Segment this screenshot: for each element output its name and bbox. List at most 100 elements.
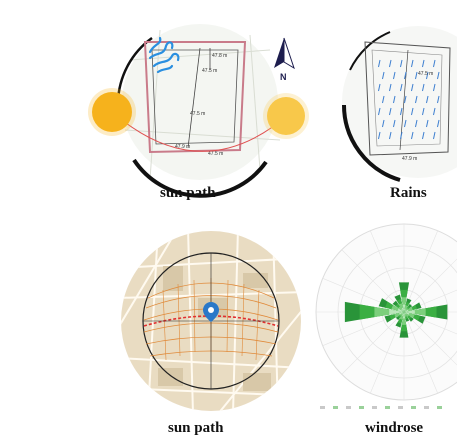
rain-drop	[426, 119, 429, 128]
caption-sun-path-bottom: sun path	[168, 420, 224, 436]
rain-drop	[404, 95, 407, 104]
windrose-petal	[404, 310, 415, 314]
windrose-petal	[404, 309, 407, 312]
location-pin-icon	[203, 302, 219, 322]
rain-drop	[426, 95, 429, 104]
rain-drop	[422, 131, 425, 140]
rain-drop	[433, 131, 436, 140]
plot-boundary	[364, 41, 451, 156]
setback-line	[371, 49, 443, 147]
windrose-petal	[404, 312, 410, 315]
rain-drop	[437, 71, 440, 80]
windrose-spoke	[341, 311, 405, 375]
legend-swatch	[346, 406, 351, 409]
rain-drop	[389, 131, 392, 140]
windrose-spoke	[403, 258, 457, 313]
rain-drop	[415, 119, 418, 128]
windrose-spoke	[403, 230, 438, 313]
windrose-petals	[344, 282, 448, 338]
legend-swatch	[437, 406, 442, 409]
rain-drop	[378, 131, 381, 140]
rain-drop	[415, 71, 418, 80]
rain-drop	[378, 83, 381, 92]
sunrise-sun	[92, 92, 132, 132]
sun-path-map-panel	[118, 228, 304, 414]
rain-drop	[404, 119, 407, 128]
horizon-arc-top	[349, 31, 391, 71]
rain-drop	[400, 107, 403, 116]
north-label: N	[280, 72, 287, 82]
windrose-petal	[397, 308, 404, 312]
rain-drop	[411, 83, 414, 92]
windrose-petal	[404, 309, 409, 312]
rain-drop	[422, 83, 425, 92]
rain-drop	[393, 71, 396, 80]
sun-path-map-diagram	[121, 231, 301, 411]
rain-drop	[393, 95, 396, 104]
sun-path-site-panel: 47.8 m 47.5 m 47.5 m 47.9 m 47.5 m N	[88, 20, 310, 198]
sun-trajectory	[109, 109, 289, 152]
dimension-line	[187, 47, 201, 149]
dimension-label: 47.9 m	[175, 144, 190, 150]
legend-swatch	[398, 406, 403, 409]
horizon-arc	[132, 158, 268, 198]
windrose-spoke	[403, 311, 457, 366]
rain-drop	[426, 71, 429, 80]
rains-panel: 47.5 m 47.9 m	[330, 20, 457, 190]
dimension-label: 47.5 m	[418, 71, 433, 77]
rain-drop	[389, 59, 392, 68]
rain-drop	[382, 119, 385, 128]
rain-drop	[389, 83, 392, 92]
legend-swatch	[372, 406, 377, 409]
rain-drop	[400, 83, 403, 92]
windrose-legend	[320, 406, 442, 409]
rain-drop	[433, 107, 436, 116]
setback-line	[151, 49, 239, 145]
dimension-label: 47.8 m	[212, 53, 227, 59]
caption-windrose: windrose	[365, 420, 424, 436]
windrose-petal	[404, 312, 406, 315]
dimension-label: 47.5 m	[190, 111, 205, 117]
plot-boundary	[143, 41, 247, 154]
legend-swatch	[333, 406, 338, 409]
rain-drop	[411, 107, 414, 116]
windrose-petal	[399, 312, 404, 315]
windrose-petal	[401, 312, 404, 316]
site-map-disc	[342, 26, 457, 178]
windrose-panel	[312, 220, 457, 415]
legend-swatch	[385, 406, 390, 409]
caption-rains: Rains	[390, 185, 427, 201]
rain-drop	[411, 59, 414, 68]
windrose-spoke	[403, 311, 438, 394]
north-arrow-icon: N	[274, 37, 295, 82]
rain-drop	[404, 71, 407, 80]
rain-drop	[422, 59, 425, 68]
windrose-petal	[401, 307, 404, 312]
rain-drop	[382, 71, 385, 80]
rain-drop	[393, 119, 396, 128]
rain-drop	[400, 131, 403, 140]
rain-drop	[382, 95, 385, 104]
rain-drop	[389, 107, 392, 116]
dimension-label: 47.5 m	[208, 151, 223, 157]
windrose-petal	[402, 312, 406, 319]
windrose-petal	[402, 304, 406, 312]
rain-drop	[411, 131, 414, 140]
windrose-petal	[389, 309, 404, 315]
horizon-arc	[341, 104, 401, 182]
rain-drop	[415, 95, 418, 104]
legend-swatch	[411, 406, 416, 409]
rain-drop	[433, 59, 436, 68]
windrose-petal	[401, 312, 407, 325]
rain-drop	[433, 83, 436, 92]
legend-swatch	[359, 406, 364, 409]
sunset-sun	[267, 97, 305, 135]
rain-drop	[378, 59, 381, 68]
windrose-spoke	[341, 249, 405, 313]
caption-sun-path-top: sun path	[160, 185, 216, 201]
windrose-petal	[401, 309, 404, 312]
windrose-petal	[401, 312, 404, 315]
legend-swatch	[320, 406, 325, 409]
sun-path-site-diagram: 47.8 m 47.5 m 47.5 m 47.9 m 47.5 m N	[88, 24, 309, 198]
rain-drop	[400, 59, 403, 68]
